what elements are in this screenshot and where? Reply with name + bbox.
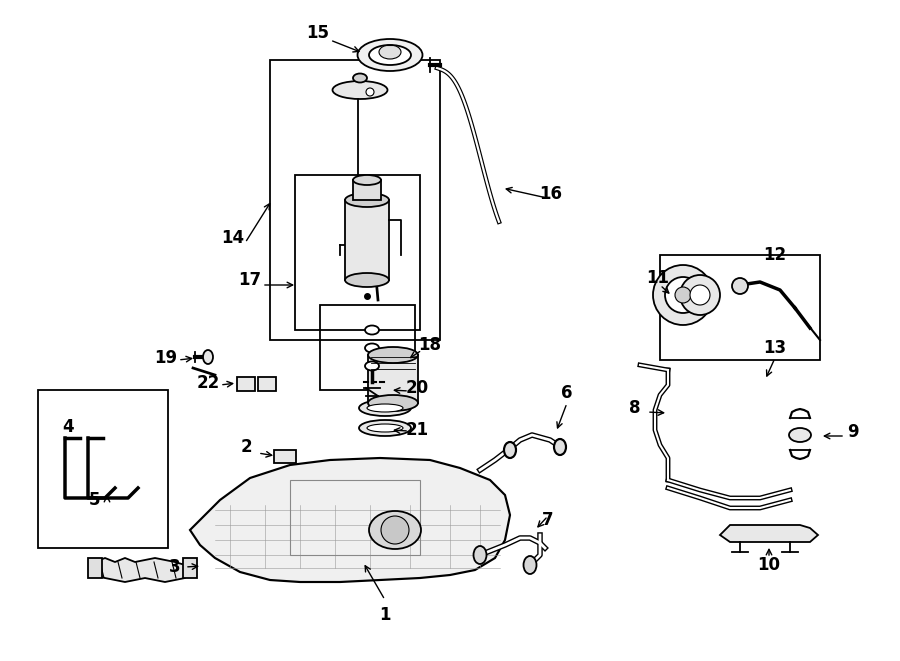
Text: 13: 13: [763, 339, 787, 357]
Bar: [368, 355, 418, 403]
Polygon shape: [95, 558, 185, 582]
Bar: [290, 480, 420, 555]
Bar: [258, 377, 276, 391]
Ellipse shape: [365, 344, 379, 352]
Circle shape: [665, 277, 701, 313]
Bar: [270, 60, 440, 340]
Polygon shape: [190, 458, 510, 582]
Circle shape: [366, 88, 374, 96]
Bar: [345, 200, 389, 280]
Ellipse shape: [365, 362, 379, 371]
Bar: [237, 377, 255, 391]
Ellipse shape: [789, 428, 811, 442]
Ellipse shape: [359, 400, 411, 416]
Bar: [38, 390, 168, 548]
Ellipse shape: [367, 424, 403, 432]
Ellipse shape: [367, 404, 403, 412]
Text: 17: 17: [238, 271, 262, 289]
Circle shape: [653, 265, 713, 325]
Ellipse shape: [379, 45, 401, 59]
Ellipse shape: [359, 420, 411, 436]
Text: 11: 11: [646, 269, 670, 287]
Text: 21: 21: [405, 421, 428, 439]
Circle shape: [690, 285, 710, 305]
Bar: [660, 255, 820, 360]
Text: 19: 19: [155, 349, 177, 367]
Text: 5: 5: [89, 491, 101, 509]
Ellipse shape: [353, 175, 381, 185]
Text: 22: 22: [196, 374, 220, 392]
Text: 9: 9: [847, 423, 859, 441]
Circle shape: [381, 516, 409, 544]
Circle shape: [732, 278, 748, 294]
Ellipse shape: [369, 45, 411, 65]
Text: 16: 16: [539, 185, 562, 203]
Text: 10: 10: [758, 556, 780, 574]
Ellipse shape: [332, 81, 388, 99]
Polygon shape: [720, 525, 818, 542]
Bar: [88, 558, 102, 578]
Ellipse shape: [368, 395, 418, 411]
Ellipse shape: [368, 347, 418, 363]
Ellipse shape: [369, 511, 421, 549]
Text: 8: 8: [629, 399, 641, 417]
Ellipse shape: [345, 193, 389, 207]
Text: 12: 12: [763, 246, 787, 264]
Ellipse shape: [357, 39, 422, 71]
Circle shape: [680, 275, 720, 315]
Text: 3: 3: [169, 558, 181, 576]
Bar: [320, 305, 415, 390]
Ellipse shape: [504, 442, 516, 458]
Text: 1: 1: [379, 606, 391, 624]
Bar: [353, 180, 381, 200]
Text: 18: 18: [418, 336, 442, 354]
Bar: [183, 558, 197, 578]
Text: 7: 7: [542, 511, 554, 529]
Text: 4: 4: [62, 418, 74, 436]
Ellipse shape: [365, 325, 379, 334]
Text: 14: 14: [221, 229, 245, 247]
Ellipse shape: [524, 556, 536, 574]
Ellipse shape: [353, 73, 367, 83]
Text: 20: 20: [405, 379, 428, 397]
Ellipse shape: [345, 273, 389, 287]
Bar: [295, 175, 420, 330]
Text: 6: 6: [562, 384, 572, 402]
Bar: [274, 450, 296, 463]
Ellipse shape: [473, 546, 487, 564]
Text: 2: 2: [240, 438, 252, 456]
Ellipse shape: [554, 439, 566, 455]
Circle shape: [675, 287, 691, 303]
Ellipse shape: [203, 350, 213, 364]
Text: 15: 15: [307, 24, 329, 42]
